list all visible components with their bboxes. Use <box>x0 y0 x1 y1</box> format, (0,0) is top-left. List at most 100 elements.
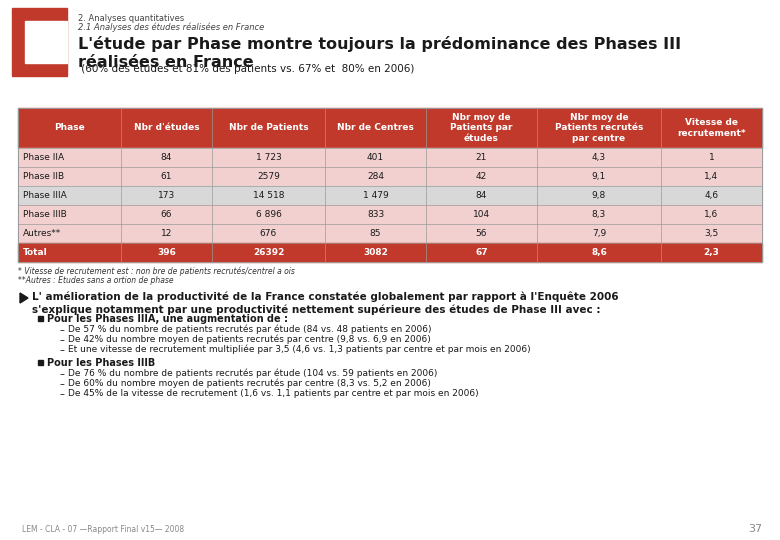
Bar <box>426 205 537 224</box>
Text: 1: 1 <box>708 153 714 162</box>
Text: 4,3: 4,3 <box>592 153 606 162</box>
Bar <box>661 148 762 167</box>
Text: Phase IIIA: Phase IIIA <box>23 191 67 200</box>
Text: Phase IIB: Phase IIB <box>23 172 64 181</box>
Bar <box>325 243 426 262</box>
Bar <box>121 108 212 148</box>
Text: De 45% de la vitesse de recrutement (1,6 vs. 1,1 patients par centre et par mois: De 45% de la vitesse de recrutement (1,6… <box>68 389 479 398</box>
Bar <box>426 108 537 148</box>
Bar <box>212 167 325 186</box>
Text: Pour les Phases IIIB: Pour les Phases IIIB <box>47 358 155 368</box>
Text: L'étude par Phase montre toujours la prédominance des Phases III
réalisées en Fr: L'étude par Phase montre toujours la pré… <box>78 36 681 70</box>
Bar <box>537 186 661 205</box>
Bar <box>537 224 661 243</box>
Text: 3082: 3082 <box>363 248 388 257</box>
Text: 833: 833 <box>367 210 384 219</box>
Bar <box>18 224 121 243</box>
Text: 85: 85 <box>370 229 381 238</box>
Bar <box>212 186 325 205</box>
Text: Nbr d'études: Nbr d'études <box>133 124 200 132</box>
Bar <box>426 186 537 205</box>
Text: 61: 61 <box>161 172 172 181</box>
Bar <box>25 21 67 63</box>
Text: Phase IIIB: Phase IIIB <box>23 210 67 219</box>
Bar <box>426 167 537 186</box>
Bar <box>325 205 426 224</box>
Text: 284: 284 <box>367 172 384 181</box>
Text: 4,6: 4,6 <box>704 191 718 200</box>
Bar <box>18 108 762 262</box>
Bar <box>212 224 325 243</box>
Text: Total: Total <box>23 248 48 257</box>
Text: 14 518: 14 518 <box>253 191 284 200</box>
Text: 8,3: 8,3 <box>592 210 606 219</box>
Text: Nbr moy de
Patients recrutés
par centre: Nbr moy de Patients recrutés par centre <box>555 113 643 143</box>
Bar <box>661 205 762 224</box>
Bar <box>537 108 661 148</box>
Bar <box>121 148 212 167</box>
Bar <box>212 243 325 262</box>
Text: –: – <box>60 369 65 379</box>
Text: 12: 12 <box>161 229 172 238</box>
Text: 6 896: 6 896 <box>256 210 282 219</box>
Bar <box>325 108 426 148</box>
Text: LEM - CLA - 07 —Rapport Final v15— 2008: LEM - CLA - 07 —Rapport Final v15— 2008 <box>22 525 184 534</box>
Text: 2. Analyses quantitatives: 2. Analyses quantitatives <box>78 14 184 23</box>
Text: 676: 676 <box>260 229 277 238</box>
Bar <box>212 205 325 224</box>
Bar <box>661 224 762 243</box>
Text: 56: 56 <box>476 229 488 238</box>
Bar <box>537 205 661 224</box>
Polygon shape <box>20 293 28 303</box>
Bar <box>325 224 426 243</box>
Bar <box>426 243 537 262</box>
Text: Pour les Phases IIIA, une augmentation de :: Pour les Phases IIIA, une augmentation d… <box>47 314 288 324</box>
Bar <box>661 243 762 262</box>
Bar <box>325 148 426 167</box>
Text: 84: 84 <box>161 153 172 162</box>
Bar <box>325 186 426 205</box>
Text: –: – <box>60 379 65 389</box>
Bar <box>121 205 212 224</box>
Bar <box>121 243 212 262</box>
Bar <box>661 186 762 205</box>
Bar <box>426 224 537 243</box>
Text: 8,6: 8,6 <box>591 248 607 257</box>
Text: 84: 84 <box>476 191 488 200</box>
Bar <box>121 167 212 186</box>
Text: Autres**: Autres** <box>23 229 62 238</box>
Text: 104: 104 <box>473 210 490 219</box>
Bar <box>661 167 762 186</box>
Text: 2.1 Analyses des études réalisées en France: 2.1 Analyses des études réalisées en Fra… <box>78 23 264 32</box>
Bar <box>325 167 426 186</box>
Bar <box>537 243 661 262</box>
Bar <box>38 316 43 321</box>
Text: 2,3: 2,3 <box>704 248 719 257</box>
Text: * Vitesse de recrutement est : non bre de patients recrutés/centrel a ois: * Vitesse de recrutement est : non bre d… <box>18 267 295 276</box>
Text: De 57 % du nombre de patients recrutés par étude (84 vs. 48 patients en 2006): De 57 % du nombre de patients recrutés p… <box>68 325 431 334</box>
Text: 67: 67 <box>475 248 488 257</box>
Bar <box>537 167 661 186</box>
Text: 396: 396 <box>157 248 176 257</box>
Text: –: – <box>60 345 65 355</box>
Bar <box>18 243 121 262</box>
Text: De 76 % du nombre de patients recrutés par étude (104 vs. 59 patients en 2006): De 76 % du nombre de patients recrutés p… <box>68 369 438 379</box>
Text: De 42% du nombre moyen de patients recrutés par centre (9,8 vs. 6,9 en 2006): De 42% du nombre moyen de patients recru… <box>68 335 431 345</box>
Bar <box>212 108 325 148</box>
Bar <box>38 360 43 365</box>
Bar <box>212 148 325 167</box>
Text: 2579: 2579 <box>257 172 280 181</box>
Text: –: – <box>60 325 65 335</box>
Text: Nbr de Centres: Nbr de Centres <box>337 124 414 132</box>
Text: 9,1: 9,1 <box>592 172 606 181</box>
Text: 42: 42 <box>476 172 488 181</box>
Text: (60% des études et 81% des patients vs. 67% et  80% en 2006): (60% des études et 81% des patients vs. … <box>78 63 414 73</box>
Text: 3,5: 3,5 <box>704 229 718 238</box>
Bar <box>18 186 121 205</box>
Bar <box>12 8 67 76</box>
Text: L' amélioration de la productivité de la France constatée globalement par rappor: L' amélioration de la productivité de la… <box>32 291 619 315</box>
Text: 26392: 26392 <box>253 248 284 257</box>
Text: 37: 37 <box>748 524 762 534</box>
Text: 66: 66 <box>161 210 172 219</box>
Bar <box>18 148 121 167</box>
